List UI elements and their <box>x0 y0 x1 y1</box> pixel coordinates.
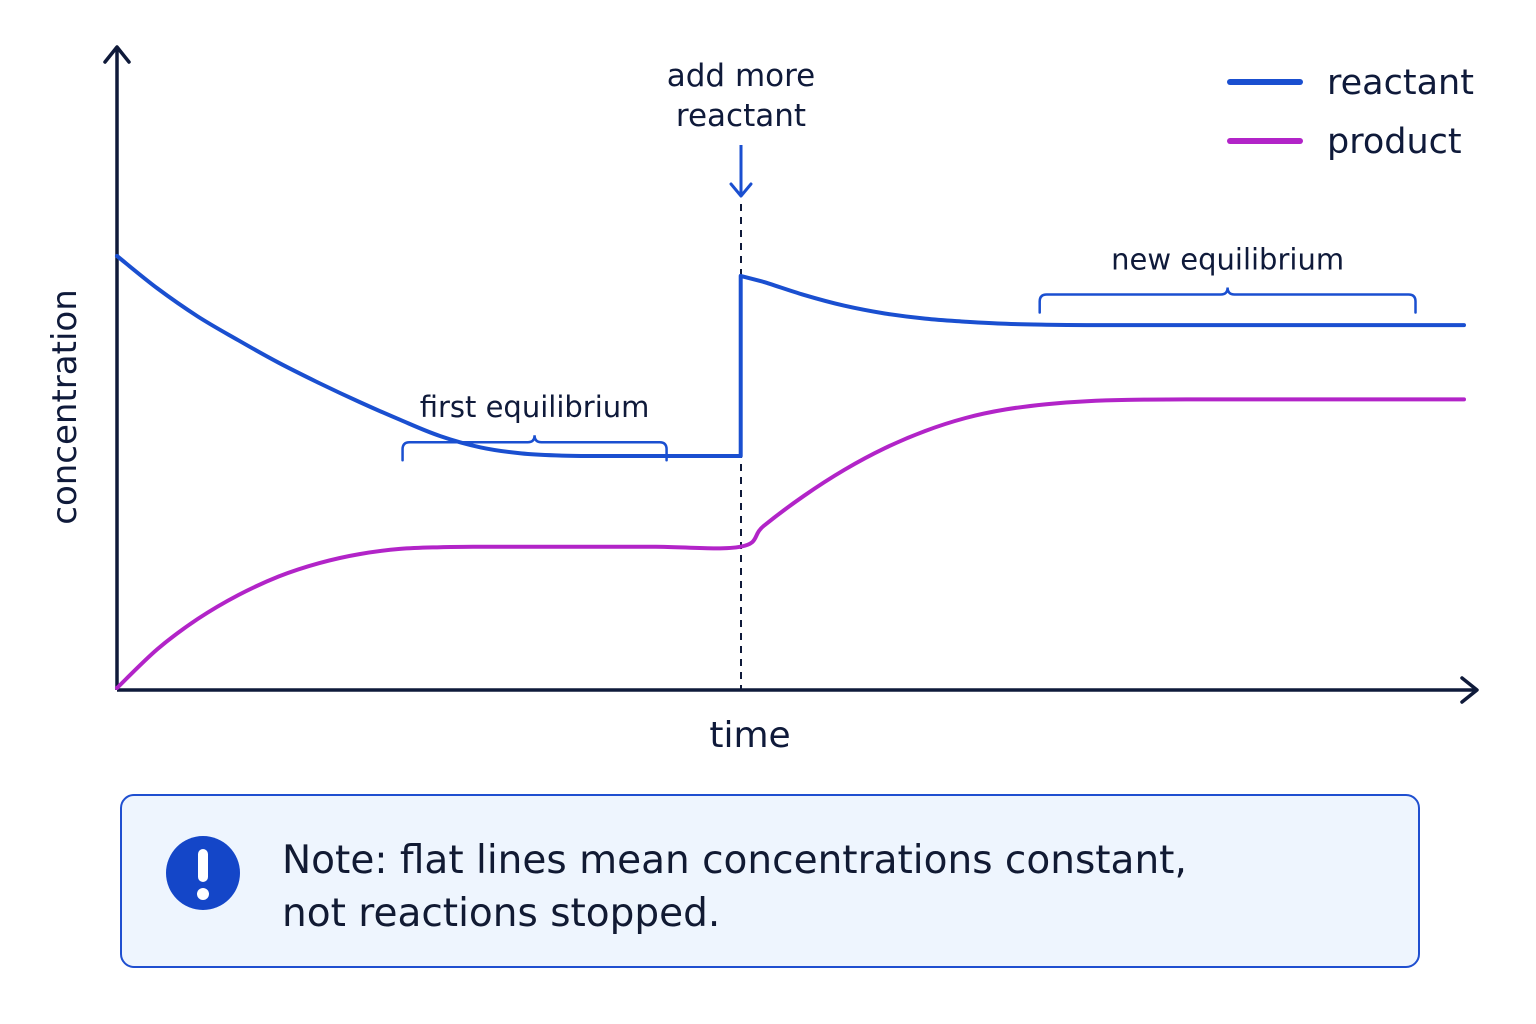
note-line-1: Note: flat lines mean concentrations con… <box>282 838 1187 883</box>
legend-label-reactant: reactant <box>1327 63 1474 103</box>
legend-label-product: product <box>1327 122 1462 162</box>
note-callout: Note: flat lines mean concentrations con… <box>120 794 1420 968</box>
y-axis-label: concentration <box>45 289 85 524</box>
annotation-label-0: first equilibrium <box>420 390 650 424</box>
series-layer <box>115 254 1466 690</box>
series-line-product <box>115 397 1466 690</box>
annotation-brace-0 <box>401 435 668 462</box>
x-axis-arrow-icon <box>1460 676 1479 704</box>
note-line-2: not reactions stopped. <box>282 891 721 936</box>
equilibrium-chart: time concentration add more reactant fir… <box>45 45 1479 756</box>
exclamation-icon <box>166 836 240 910</box>
x-axis-label: time <box>709 715 790 756</box>
axes: time concentration <box>45 45 1479 756</box>
y-axis-arrow-icon <box>103 45 131 64</box>
event-label-line-2: reactant <box>676 98 806 134</box>
annotation-brace-1 <box>1038 287 1417 314</box>
event-arrow-icon <box>729 182 753 198</box>
annotation-label-1: new equilibrium <box>1111 242 1344 276</box>
annotation-layer: first equilibrium new equilibrium <box>401 242 1417 462</box>
event-label-line-1: add more <box>667 58 816 94</box>
legend: reactant product <box>1227 63 1474 162</box>
series-line-reactant <box>115 254 1466 459</box>
note-text: Note: flat lines mean concentrations con… <box>282 834 1382 940</box>
